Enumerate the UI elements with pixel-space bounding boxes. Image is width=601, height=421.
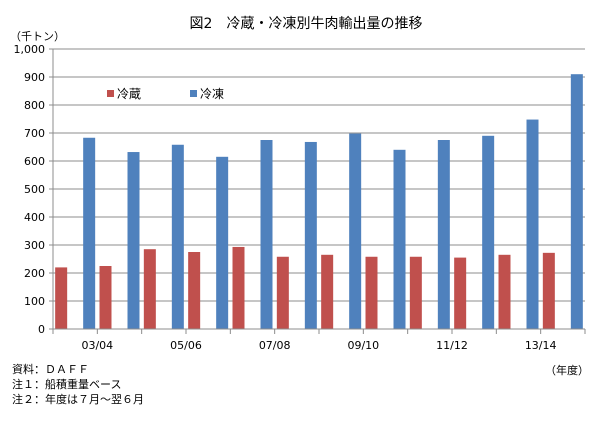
y-axis-unit-label: （千トン） [10,30,65,43]
bar-冷蔵 [542,252,555,329]
source-note: 資料：ＤＡＦＦ [12,363,89,376]
gridlines [53,48,585,302]
x-tick-label: 09/10 [347,339,379,352]
bar-冷蔵 [276,256,289,329]
bar-冷蔵 [232,246,245,329]
bar-冷蔵 [55,267,68,329]
y-tick-label: 800 [24,99,45,112]
x-tick-label: 13/14 [525,339,557,352]
bar-冷凍 [570,74,583,329]
bar-冷蔵 [99,266,112,329]
x-tick-label: 05/06 [170,339,202,352]
y-tick-label: 400 [24,211,45,224]
bar-冷凍 [437,140,450,329]
bar-冷蔵 [321,254,334,329]
y-tick-label: 700 [24,127,45,140]
legend-label: 冷蔵 [117,87,141,101]
legend: 冷蔵 冷凍 [107,87,224,101]
bar-冷蔵 [365,256,378,329]
bar-冷凍 [393,149,406,329]
footnotes: 資料：ＤＡＦＦ 注１：船積重量ベース 注２：年度は７月～翌６月 [12,362,144,407]
legend-swatch [107,90,114,97]
y-tick-label: 100 [24,295,45,308]
y-tick-label: 300 [24,239,45,252]
bar-冷凍 [171,144,184,329]
legend-label: 冷凍 [200,87,224,101]
chart-title: 図2 冷蔵・冷凍別牛肉輸出量の推移 [190,16,423,32]
y-tick-label: 600 [24,155,45,168]
bar-冷凍 [127,152,140,329]
x-tick-label: 11/12 [436,339,468,352]
bar-冷凍 [482,135,495,329]
y-tick-label: 0 [38,323,45,336]
bar-冷蔵 [188,252,201,329]
x-tick-label: 07/08 [259,339,291,352]
bar-冷蔵 [143,249,156,329]
bar-冷凍 [260,140,273,329]
y-tick-label: 200 [24,267,45,280]
bar-冷凍 [349,133,362,329]
bars [55,74,583,329]
y-tick-labels: 0 100 200 300 400 500 600 700 800 900 1,000 [14,43,53,336]
x-tick-label: 03/04 [81,339,113,352]
note-1: 注１：船積重量ベース [12,378,122,391]
bar-冷凍 [83,137,96,329]
bar-冷凍 [526,119,539,329]
bar-冷凍 [216,156,229,329]
y-tick-label: 900 [24,71,45,84]
x-axis-unit-label: （年度） [545,364,589,377]
x-tick-labels: 03/04 05/06 07/08 09/10 11/12 13/14 [52,329,586,352]
bar-冷蔵 [454,257,467,329]
y-tick-label: 1,000 [14,43,46,56]
legend-swatch [190,90,197,97]
y-tick-label: 500 [24,183,45,196]
note-2: 注２：年度は７月～翌６月 [12,393,144,406]
bar-冷凍 [304,141,317,329]
bar-冷蔵 [409,256,422,329]
bar-冷蔵 [498,254,511,329]
